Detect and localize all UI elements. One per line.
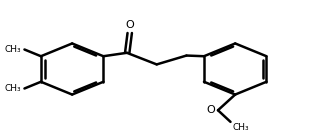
Text: O: O [125, 20, 134, 30]
Text: CH₃: CH₃ [4, 45, 21, 54]
Text: O: O [207, 105, 215, 115]
Text: CH₃: CH₃ [4, 84, 21, 93]
Text: CH₃: CH₃ [232, 123, 249, 132]
